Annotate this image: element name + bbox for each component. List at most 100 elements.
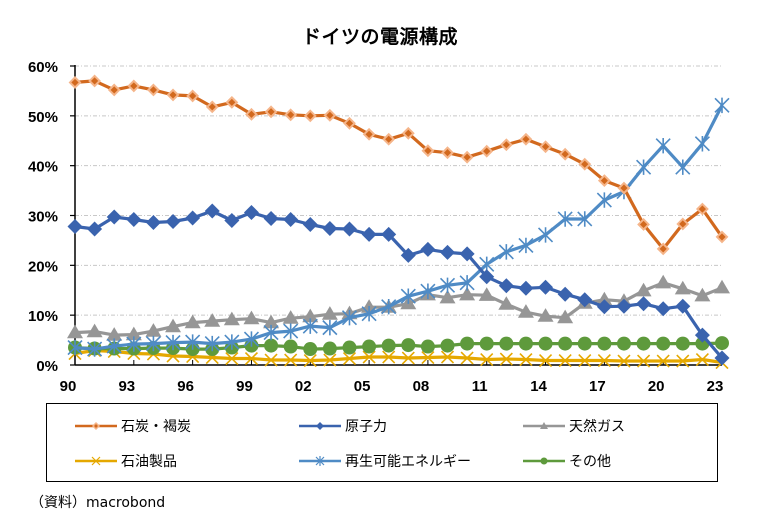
legend-swatch-coal xyxy=(75,421,117,431)
data-point-coal xyxy=(88,74,102,88)
data-point-oil xyxy=(421,350,435,365)
data-point-renewables xyxy=(243,331,260,347)
data-point-nuclear xyxy=(126,211,142,227)
legend-item-gas: 天然ガス xyxy=(521,416,625,436)
legend-item-other: その他 xyxy=(521,451,611,471)
data-point-gas xyxy=(282,310,299,324)
legend-item-nuclear: 原子力 xyxy=(297,416,387,436)
data-point-nuclear xyxy=(400,247,416,263)
x-tick-label: 23 xyxy=(707,378,724,395)
data-point-gas xyxy=(596,291,613,306)
data-point-gas xyxy=(145,323,162,337)
data-point-coal xyxy=(539,140,552,154)
data-point-coal xyxy=(186,89,200,103)
data-point-nuclear xyxy=(636,296,652,312)
data-point-coal xyxy=(166,88,180,102)
data-point-other xyxy=(518,336,533,351)
series-line-renewables xyxy=(74,104,724,351)
data-point-oil xyxy=(382,350,396,364)
data-point-nuclear xyxy=(87,221,103,237)
data-point-renewables xyxy=(204,335,220,352)
data-point-coal xyxy=(68,76,82,89)
data-point-other xyxy=(499,336,514,351)
legend-swatch-oil xyxy=(75,456,117,466)
data-point-other xyxy=(558,336,573,351)
data-point-nuclear xyxy=(243,205,259,221)
data-point-coal xyxy=(205,100,219,114)
data-point-other xyxy=(381,338,396,353)
series-renewables xyxy=(67,97,730,357)
axes xyxy=(70,65,723,366)
legend-label: 石炭・褐炭 xyxy=(121,419,191,435)
data-point-nuclear xyxy=(263,210,279,226)
data-point-gas xyxy=(635,282,652,297)
data-point-coal xyxy=(499,138,513,152)
legend: 石炭・褐炭 原子力 天然ガス 石油製品 再生可能エネルギー その他 xyxy=(46,403,718,482)
data-point-renewables xyxy=(361,305,377,322)
data-point-renewables xyxy=(283,323,299,339)
data-point-coal xyxy=(695,202,709,216)
legend-label: その他 xyxy=(569,454,611,470)
data-point-coal xyxy=(617,181,631,195)
data-point-oil xyxy=(323,353,337,367)
y-tick-label: 20% xyxy=(28,258,58,275)
data-point-oil xyxy=(362,350,376,364)
legend-swatch-renewables xyxy=(299,456,341,466)
data-point-renewables xyxy=(381,298,397,315)
data-point-other xyxy=(362,339,377,354)
data-point-nuclear xyxy=(283,211,299,227)
data-point-oil xyxy=(303,353,317,368)
data-point-gas xyxy=(263,314,280,329)
data-point-other xyxy=(597,336,612,351)
tick-labels: 0% 10% 20% 30% 40% 50% 60% 90 93 96 99 02 05 08 11 14 17… xyxy=(28,59,723,395)
series-layer xyxy=(67,74,730,370)
data-point-renewables xyxy=(459,275,475,291)
plot-area: 0% 10% 20% 30% 40% 50% 60% 90 93 96 99 02 05 08 11 14 17… xyxy=(28,59,730,395)
data-point-coal xyxy=(401,126,415,140)
x-tick-label: 20 xyxy=(648,378,665,395)
data-point-coal xyxy=(323,108,337,122)
data-point-nuclear xyxy=(440,244,456,260)
data-point-renewables xyxy=(655,138,671,154)
data-point-nuclear xyxy=(224,212,240,228)
data-point-coal xyxy=(441,146,454,160)
data-point-coal xyxy=(656,242,670,256)
data-point-other xyxy=(420,339,435,354)
x-tick-label: 17 xyxy=(589,378,606,395)
data-point-oil xyxy=(401,351,415,365)
series-line-nuclear xyxy=(74,209,724,360)
data-point-other xyxy=(715,336,729,351)
data-point-renewables xyxy=(67,339,83,356)
data-point-renewables xyxy=(675,159,691,175)
data-point-oil xyxy=(637,354,651,368)
data-point-gas xyxy=(557,309,574,324)
legend-item-renewables: 再生可能エネルギー xyxy=(297,451,471,471)
data-point-oil xyxy=(597,353,611,368)
data-point-oil xyxy=(264,353,278,367)
data-point-other xyxy=(440,338,455,353)
data-point-gas xyxy=(655,274,672,289)
data-point-other xyxy=(303,342,318,357)
data-point-gas xyxy=(243,310,260,325)
series-line-coal xyxy=(74,79,724,251)
data-point-nuclear xyxy=(538,279,554,295)
legend-item-coal: 石炭・褐炭 xyxy=(73,416,191,436)
data-point-nuclear xyxy=(557,286,573,302)
data-point-coal xyxy=(303,109,317,123)
data-point-oil xyxy=(656,354,670,368)
legend-swatch-other xyxy=(523,457,565,465)
chart-title: ドイツの電源構成 xyxy=(301,26,458,48)
data-point-coal xyxy=(147,83,160,97)
data-point-renewables xyxy=(596,192,612,208)
y-tick-label: 0% xyxy=(36,358,58,375)
data-point-renewables xyxy=(694,136,710,152)
data-point-other xyxy=(479,336,494,351)
x-tick-label: 02 xyxy=(295,378,312,395)
data-point-other xyxy=(401,338,416,353)
data-point-renewables xyxy=(87,341,103,357)
data-point-gas xyxy=(498,296,515,310)
series-other xyxy=(68,336,729,357)
data-point-gas xyxy=(674,280,691,295)
data-point-gas xyxy=(165,318,182,333)
data-point-nuclear xyxy=(616,298,632,314)
